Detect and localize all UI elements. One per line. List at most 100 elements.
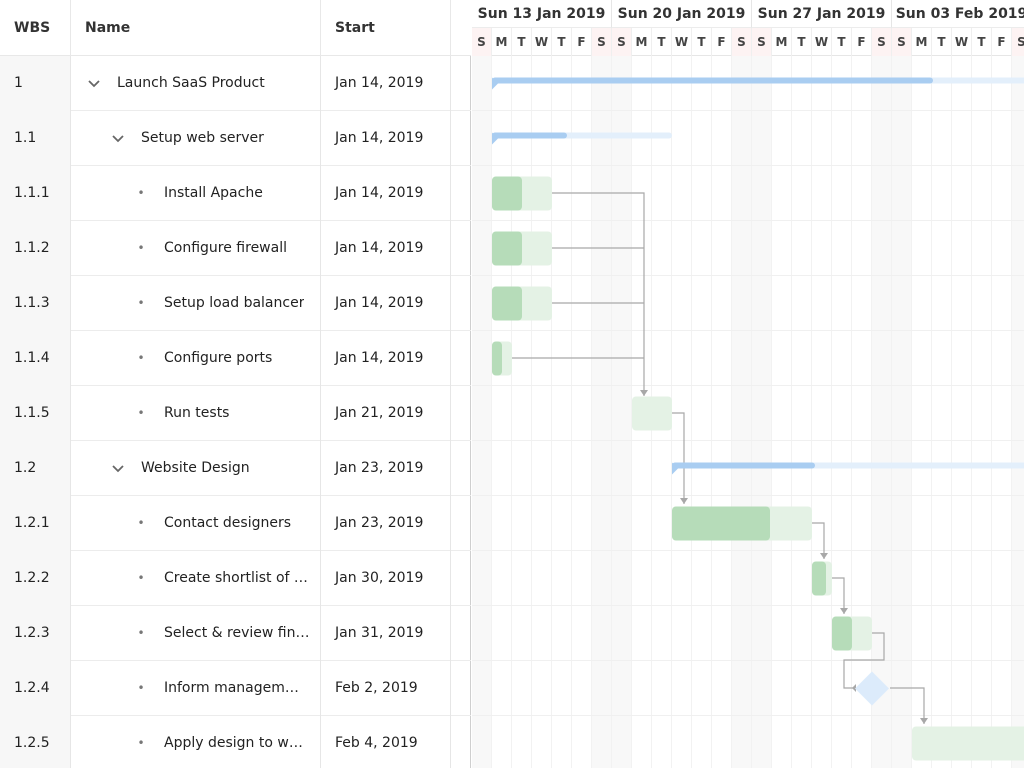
task-row[interactable]: 1.2.5 • Apply design to w… Feb 4, 2019	[0, 716, 471, 768]
row-gridline	[472, 660, 1024, 661]
wbs-cell: 1.2.1	[0, 496, 71, 551]
name-cell[interactable]: Launch SaaS Product	[71, 56, 321, 111]
chevron-down-icon[interactable]	[85, 56, 103, 111]
bullet-icon: •	[137, 351, 145, 365]
wbs-cell: 1.2.5	[0, 716, 71, 768]
day-header: W	[952, 28, 972, 56]
grid-header: WBS Name Start	[0, 0, 471, 56]
summary-bar-progress[interactable]	[492, 132, 567, 139]
wbs-cell: 1.2.3	[0, 606, 71, 661]
task-bar-progress	[672, 506, 770, 541]
dependency-arrow	[640, 390, 648, 396]
weekend-column	[872, 56, 892, 768]
name-cell[interactable]: Setup web server	[71, 111, 321, 166]
bullet-icon: •	[137, 736, 145, 750]
milestone-diamond[interactable]	[855, 671, 889, 706]
task-row[interactable]: 1.1.1 • Install Apache Jan 14, 2019	[0, 166, 471, 221]
column-header-start[interactable]: Start	[321, 0, 451, 56]
bullet-icon: •	[137, 241, 145, 255]
weekend-column	[592, 56, 612, 768]
wbs-cell: 1.2	[0, 441, 71, 496]
task-bar[interactable]	[632, 396, 672, 431]
task-row[interactable]: 1.2.4 • Inform managem… Feb 2, 2019	[0, 661, 471, 716]
task-row[interactable]: 1.1 Setup web server Jan 14, 2019	[0, 111, 471, 166]
task-row[interactable]: 1.1.2 • Configure firewall Jan 14, 2019	[0, 221, 471, 276]
start-date-cell: Jan 23, 2019	[321, 496, 451, 551]
day-header: M	[632, 28, 652, 56]
day-gridline	[711, 56, 712, 768]
day-header: W	[672, 28, 692, 56]
name-cell[interactable]: • Contact designers	[71, 496, 321, 551]
name-cell[interactable]: • Run tests	[71, 386, 321, 441]
summary-bar-progress[interactable]	[492, 77, 933, 84]
day-gridline	[1011, 56, 1012, 768]
task-row[interactable]: 1.1.3 • Setup load balancer Jan 14, 2019	[0, 276, 471, 331]
name-cell[interactable]: • Select & review fin…	[71, 606, 321, 661]
name-cell[interactable]: • Apply design to w…	[71, 716, 321, 768]
task-bar-progress	[832, 616, 852, 651]
task-row[interactable]: 1.2.1 • Contact designers Jan 23, 2019	[0, 496, 471, 551]
day-gridline	[931, 56, 932, 768]
dependency-arrow	[852, 684, 856, 692]
name-cell[interactable]: • Inform managem…	[71, 661, 321, 716]
wbs-cell: 1.1.3	[0, 276, 71, 331]
task-name: Apply design to w…	[164, 735, 303, 751]
chevron-down-icon[interactable]	[109, 111, 127, 166]
day-gridline	[751, 56, 752, 768]
dependency-line	[843, 632, 885, 689]
week-header: Sun 20 Jan 2019	[612, 0, 752, 28]
row-gridline	[472, 165, 1024, 166]
day-header: S	[872, 28, 892, 56]
day-header: S	[1012, 28, 1024, 56]
column-header-name[interactable]: Name	[71, 0, 321, 56]
dependency-arrow	[680, 498, 688, 504]
start-date-cell: Jan 31, 2019	[321, 606, 451, 661]
task-bar[interactable]	[912, 726, 1024, 761]
grid-body: 1 Launch SaaS Product Jan 14, 2019 1.1 Setup…	[0, 56, 471, 768]
week-header: Sun 27 Jan 2019	[752, 0, 892, 28]
day-header: W	[532, 28, 552, 56]
task-row[interactable]: 1.2.3 • Select & review fin… Jan 31, 2019	[0, 606, 471, 661]
task-row[interactable]: 1.1.4 • Configure ports Jan 14, 2019	[0, 331, 471, 386]
name-cell[interactable]: • Configure ports	[71, 331, 321, 386]
day-header: T	[652, 28, 672, 56]
task-name: Setup web server	[141, 130, 264, 146]
wbs-cell: 1.1.1	[0, 166, 71, 221]
row-gridline	[472, 385, 1024, 386]
start-date-cell: Jan 14, 2019	[321, 276, 451, 331]
day-gridline	[791, 56, 792, 768]
weekend-column	[612, 56, 632, 768]
dependency-line	[552, 192, 645, 396]
column-header-wbs[interactable]: WBS	[0, 0, 71, 56]
day-gridline	[871, 56, 872, 768]
task-bar-progress	[492, 286, 522, 321]
day-gridline	[551, 56, 552, 768]
name-cell[interactable]: • Setup load balancer	[71, 276, 321, 331]
wbs-cell: 1.1.4	[0, 331, 71, 386]
task-name: Inform managem…	[164, 680, 299, 696]
summary-bar-cap	[492, 132, 498, 145]
task-name: Install Apache	[164, 185, 263, 201]
day-gridline	[851, 56, 852, 768]
day-gridline	[591, 56, 592, 768]
task-row[interactable]: 1.1.5 • Run tests Jan 21, 2019	[0, 386, 471, 441]
summary-bar-cap	[672, 462, 678, 475]
name-cell[interactable]: • Configure firewall	[71, 221, 321, 276]
week-header: Sun 03 Feb 2019	[892, 0, 1024, 28]
task-row[interactable]: 1.2 Website Design Jan 23, 2019	[0, 441, 471, 496]
task-name: Select & review fin…	[164, 625, 310, 641]
task-row[interactable]: 1.2.2 • Create shortlist of t… Jan 30, 2019	[0, 551, 471, 606]
name-cell[interactable]: • Install Apache	[71, 166, 321, 221]
wbs-cell: 1.1	[0, 111, 71, 166]
name-cell[interactable]: • Create shortlist of t…	[71, 551, 321, 606]
name-cell[interactable]: Website Design	[71, 441, 321, 496]
row-gridline	[472, 330, 1024, 331]
timeline-header: Sun 13 Jan 2019 Sun 20 Jan 2019 Sun 27 Jan…	[472, 0, 1024, 56]
task-row[interactable]: 1 Launch SaaS Product Jan 14, 2019	[0, 56, 471, 111]
bullet-icon: •	[137, 571, 145, 585]
bullet-icon: •	[137, 516, 145, 530]
summary-bar-progress[interactable]	[672, 462, 815, 469]
row-gridline	[472, 550, 1024, 551]
chevron-down-icon[interactable]	[109, 441, 127, 496]
day-gridline	[971, 56, 972, 768]
